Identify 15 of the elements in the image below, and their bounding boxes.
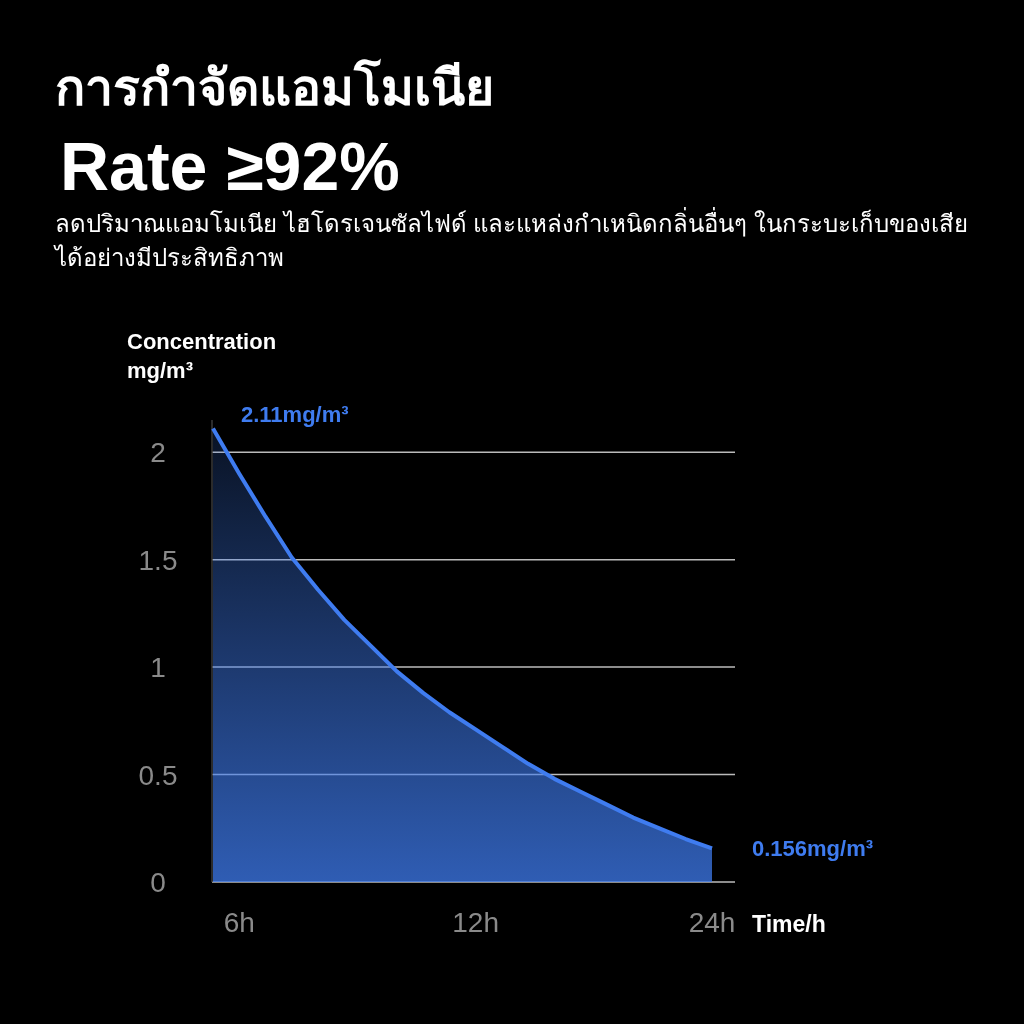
chart-title: การกำจัดแอมโมเนีย [55,58,494,116]
x-tick-label: 24h [688,907,736,938]
text: ลดปริมาณแอมโมเนีย ไฮโดรเจนซัลไฟด์ และแหล่งกำเหนิดกลิ่นอื่นๆ ในกระบะเก็บของเสียได้อย่างมีประสิทธิภาพ [55,207,969,273]
data-label: 2.11mg/m³ [241,401,349,427]
data-label: 0.156mg/m³ [752,836,874,862]
y-tick-label: 0.5 [138,759,178,791]
x-axis-title: Time/h [752,911,826,937]
x-tick-label: 6h [223,907,255,938]
y-tick-label: 1.5 [138,544,178,576]
x-tick-label: 12h [452,907,499,938]
chart-subtitle: Rate ≥92% [60,128,400,204]
y-tick-label: 1 [150,652,166,684]
y-axis-title: Concentration mg/m³ [127,329,277,383]
y-tick-label: 2 [150,437,166,469]
y-tick-label: 0 [150,867,166,898]
